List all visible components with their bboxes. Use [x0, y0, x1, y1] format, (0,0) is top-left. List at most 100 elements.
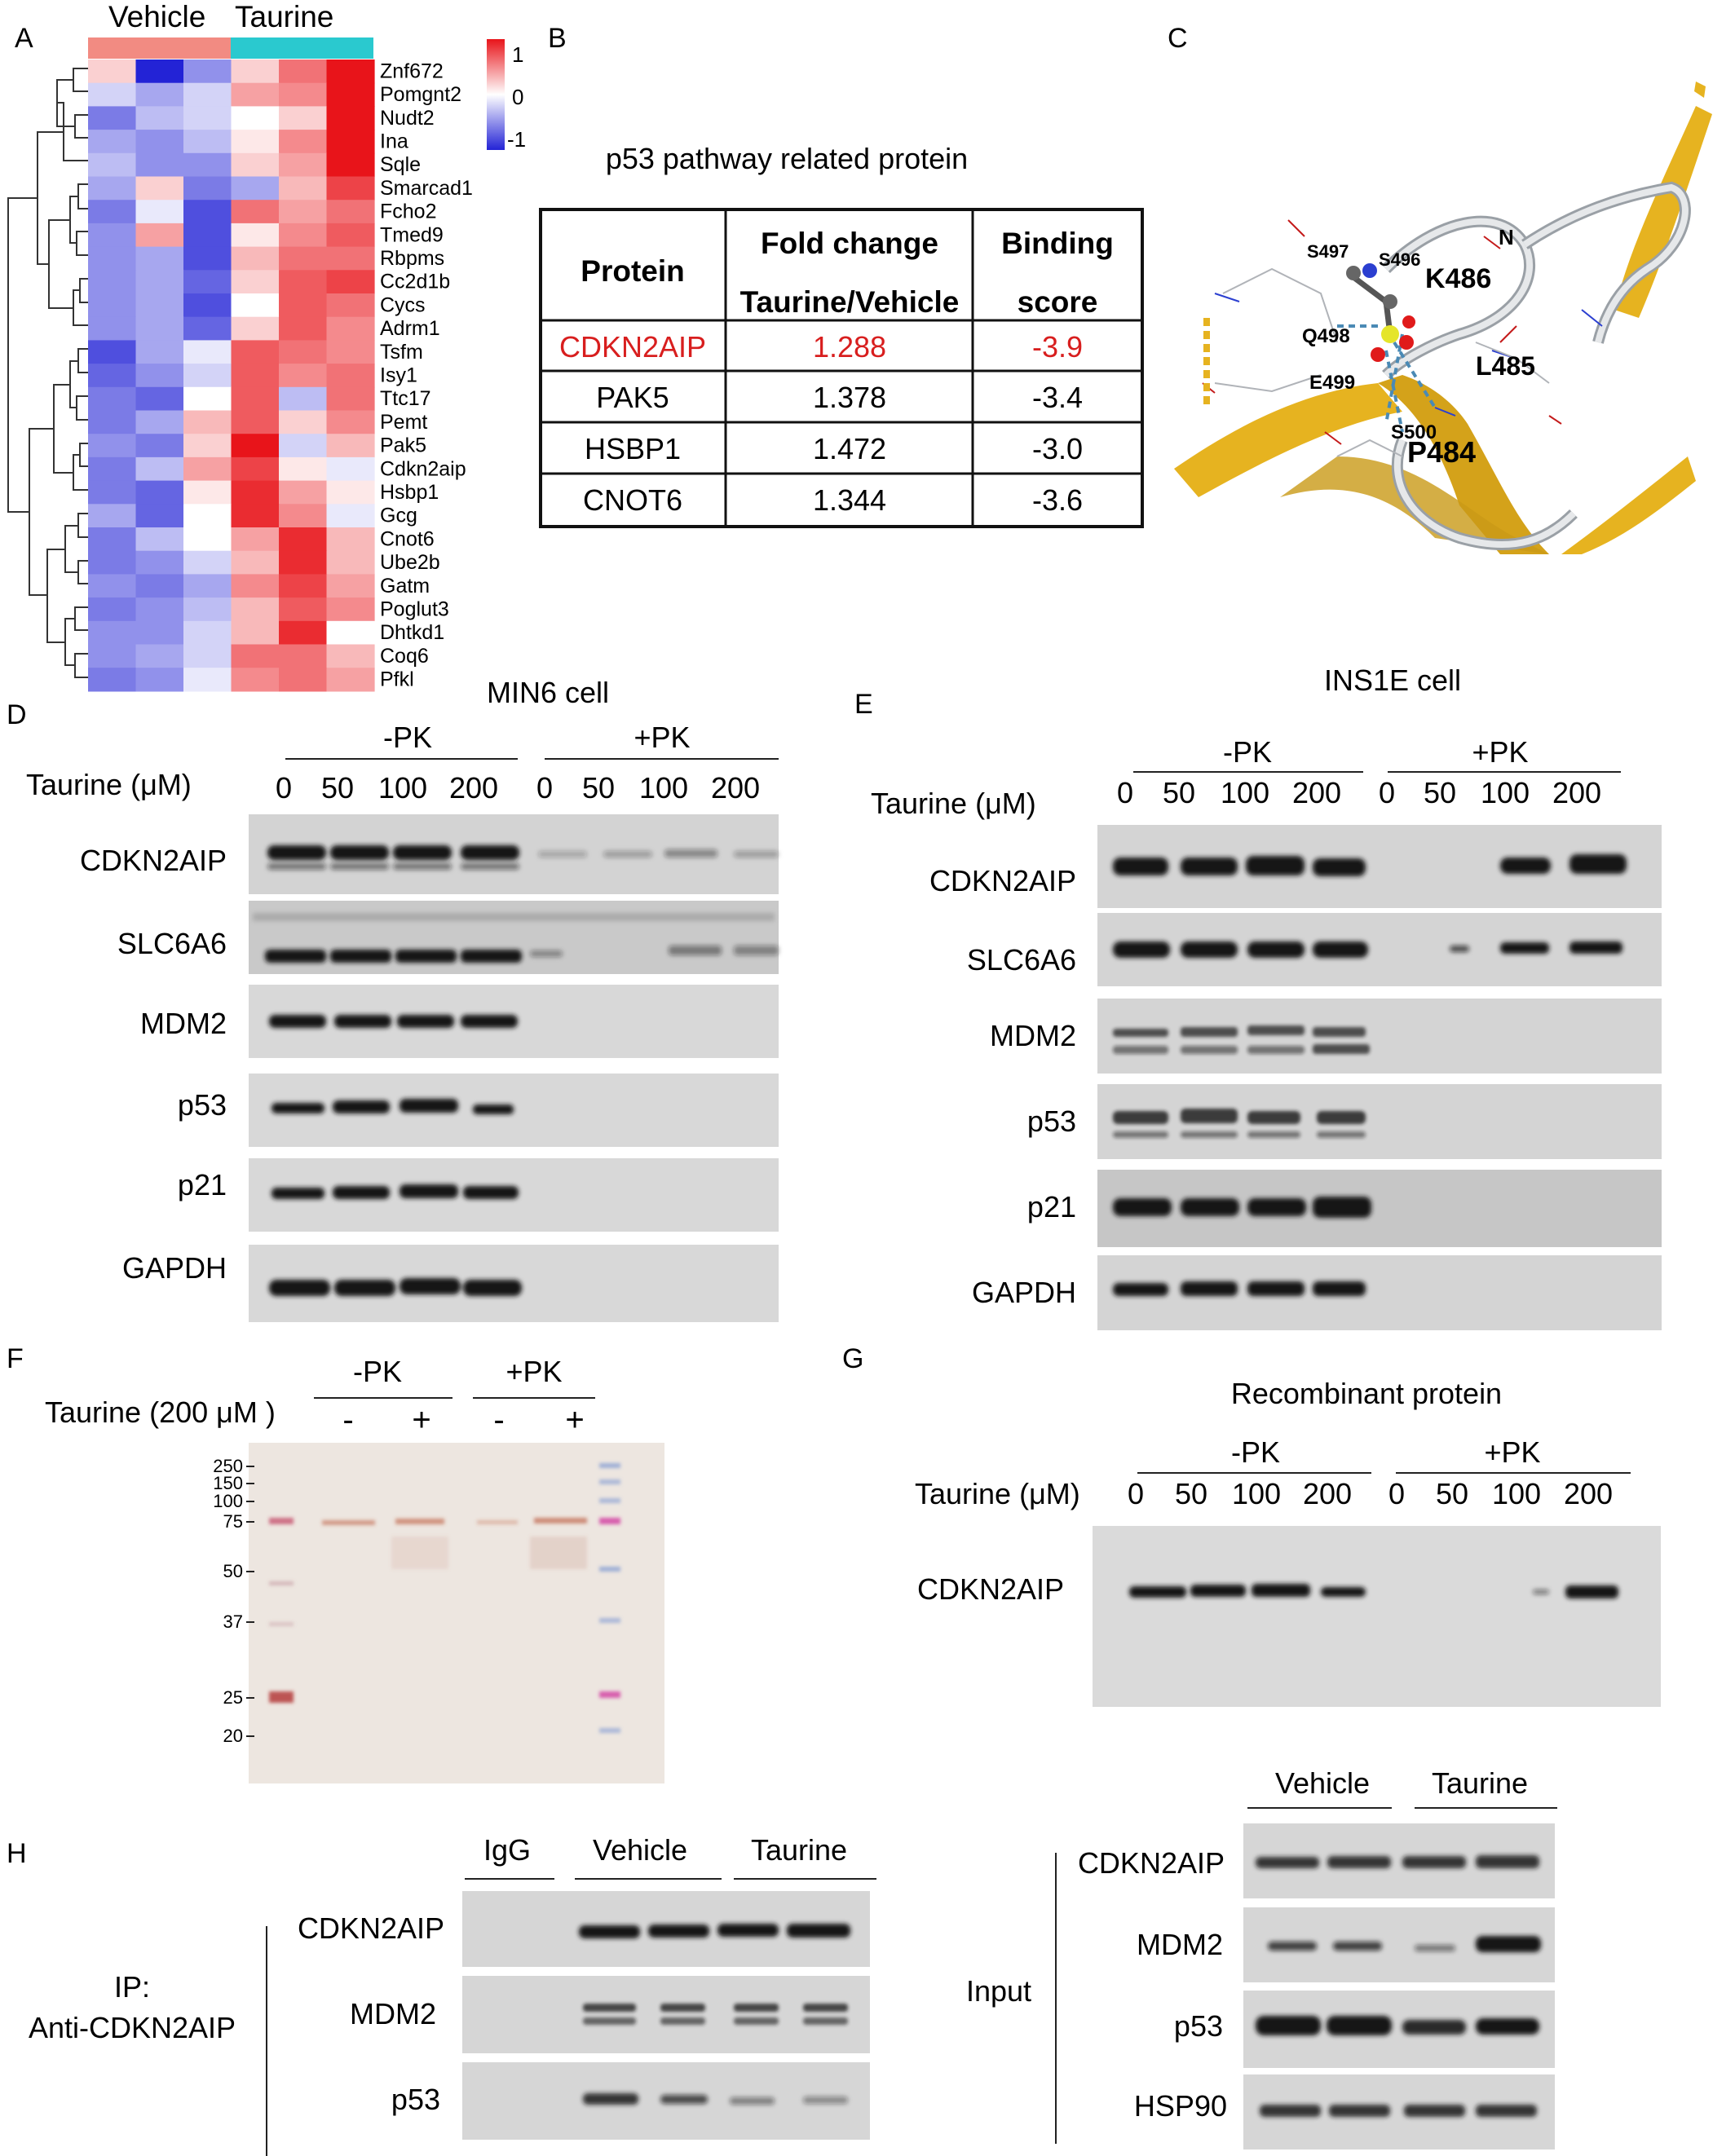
heatmap-cell [88, 364, 137, 388]
heatmap-cell [279, 644, 328, 668]
panel-title: Recombinant protein [1231, 1377, 1502, 1410]
heatmap-cell [231, 386, 280, 412]
marker-label: 50 [223, 1561, 243, 1581]
heatmap-cell [183, 270, 232, 294]
dose-label: 0 [1388, 1477, 1405, 1510]
gene-label: Cc2d1b [380, 271, 450, 293]
heatmap-cell [183, 668, 232, 692]
heatmap-cell [279, 597, 328, 622]
gene-label: Ube2b [380, 551, 440, 574]
heatmap-cell [88, 410, 137, 434]
heatmap-cell [326, 527, 375, 552]
gene-label: Tsfm [380, 341, 423, 364]
panel-label-e: E [854, 689, 873, 720]
heatmap-cell [135, 82, 184, 107]
dose-label: 100 [1492, 1477, 1541, 1510]
marker-label: 100 [213, 1491, 243, 1511]
gene-label: Rbpms [380, 247, 444, 270]
dose-label: 0 [1128, 1477, 1144, 1510]
heatmap-cell [231, 668, 280, 692]
heatmap-cell [326, 293, 375, 318]
heatmap-cell [279, 340, 328, 364]
heatmap-cell [279, 223, 328, 248]
blot-row-label: p53 [1174, 2009, 1223, 2043]
heatmap-cell [279, 504, 328, 528]
heatmap-cell [326, 130, 375, 154]
residue-label: N [1499, 225, 1514, 249]
docking-structure-image [1174, 82, 1712, 554]
heatmap-gene-labels: Znf672Pomgnt2Nudt2InaSqleSmarcad1Fcho2Tm… [380, 60, 473, 690]
gene-label: Hsbp1 [380, 481, 439, 504]
heatmap-cell [88, 550, 137, 575]
heatmap-cell [88, 106, 137, 130]
treatment-sign: + [412, 1402, 430, 1438]
heatmap-cell [231, 504, 280, 528]
blot-row-label: CDKN2AIP [917, 1572, 1064, 1606]
table-cell-protein: PAK5 [596, 381, 669, 414]
heatmap-cell [326, 456, 375, 482]
table-header-fold: Fold change [761, 227, 938, 260]
table-cell-fold: 1.378 [813, 381, 886, 414]
gene-label: Gcg [380, 505, 417, 527]
heatmap-cell [88, 527, 137, 552]
blot-bands [1268, 1936, 1541, 1952]
dose-label: 200 [711, 771, 760, 805]
dose-label: 100 [639, 771, 688, 805]
blot-row-label: HSP90 [1134, 2089, 1227, 2123]
heatmap-cell [183, 364, 232, 388]
heatmap-cell [88, 152, 137, 178]
condition-label-plus-pk: +PK [1484, 1435, 1540, 1469]
marker-label: 20 [223, 1726, 243, 1746]
residue-label: P484 [1407, 435, 1476, 469]
table-header-score: score [1018, 285, 1098, 319]
heatmap-cell [279, 246, 328, 271]
heatmap-cell [231, 152, 280, 178]
heatmap-cell [326, 200, 375, 224]
heatmap-cell [231, 176, 280, 201]
heatmap-cell [183, 386, 232, 412]
residue-label: K486 [1425, 263, 1491, 294]
blot-row-label: GAPDH [972, 1276, 1076, 1309]
heatmap-cell [231, 106, 280, 130]
blot-row-label: p53 [178, 1088, 227, 1122]
dose-label: 100 [378, 771, 427, 805]
condition-label-minus-pk: -PK [1231, 1435, 1280, 1469]
heatmap-cell [326, 644, 375, 668]
heatmap-cell [135, 364, 184, 388]
heatmap-cell [279, 480, 328, 505]
heatmap-cell [135, 60, 184, 84]
heatmap-cell [279, 620, 328, 646]
heatmap-cell [183, 60, 232, 84]
blot-bands [267, 845, 779, 870]
heatmap-cell [231, 60, 280, 84]
heatmap-cell [88, 340, 137, 364]
treatment-sign: + [565, 1402, 584, 1438]
gene-label: Dhtkd1 [380, 621, 444, 644]
heatmap-cell [326, 223, 375, 248]
heatmap-cell [279, 668, 328, 692]
heatmap-cell [326, 504, 375, 528]
dose-axis-label: Taurine (μM) [915, 1477, 1080, 1510]
heatmap-cell [279, 200, 328, 224]
heatmap-cell [135, 550, 184, 575]
blot-row-label: SLC6A6 [967, 943, 1076, 977]
heatmap-cell [183, 130, 232, 154]
heatmap-cell [135, 152, 184, 178]
heatmap-cell [183, 620, 232, 646]
protein-table: Protein Fold change Taurine/Vehicle Bind… [539, 208, 1144, 528]
input-label: Input [966, 1974, 1031, 2008]
heatmap-cell [183, 200, 232, 224]
heatmap-cell [88, 480, 137, 505]
dose-label: 0 [276, 771, 292, 805]
group-label-taurine: Taurine [235, 0, 333, 33]
panel-label-h: H [7, 1838, 27, 1869]
gene-label: Cnot6 [380, 527, 435, 550]
heatmap-cell [326, 386, 375, 412]
blot-bands [1113, 1025, 1370, 1054]
heatmap-cell [88, 434, 137, 458]
gene-label: Nudt2 [380, 107, 435, 130]
heatmap-cell [231, 340, 280, 364]
heatmap-cell [231, 456, 280, 482]
marker-label: 250 [213, 1456, 243, 1476]
dose-label: 200 [449, 771, 498, 805]
